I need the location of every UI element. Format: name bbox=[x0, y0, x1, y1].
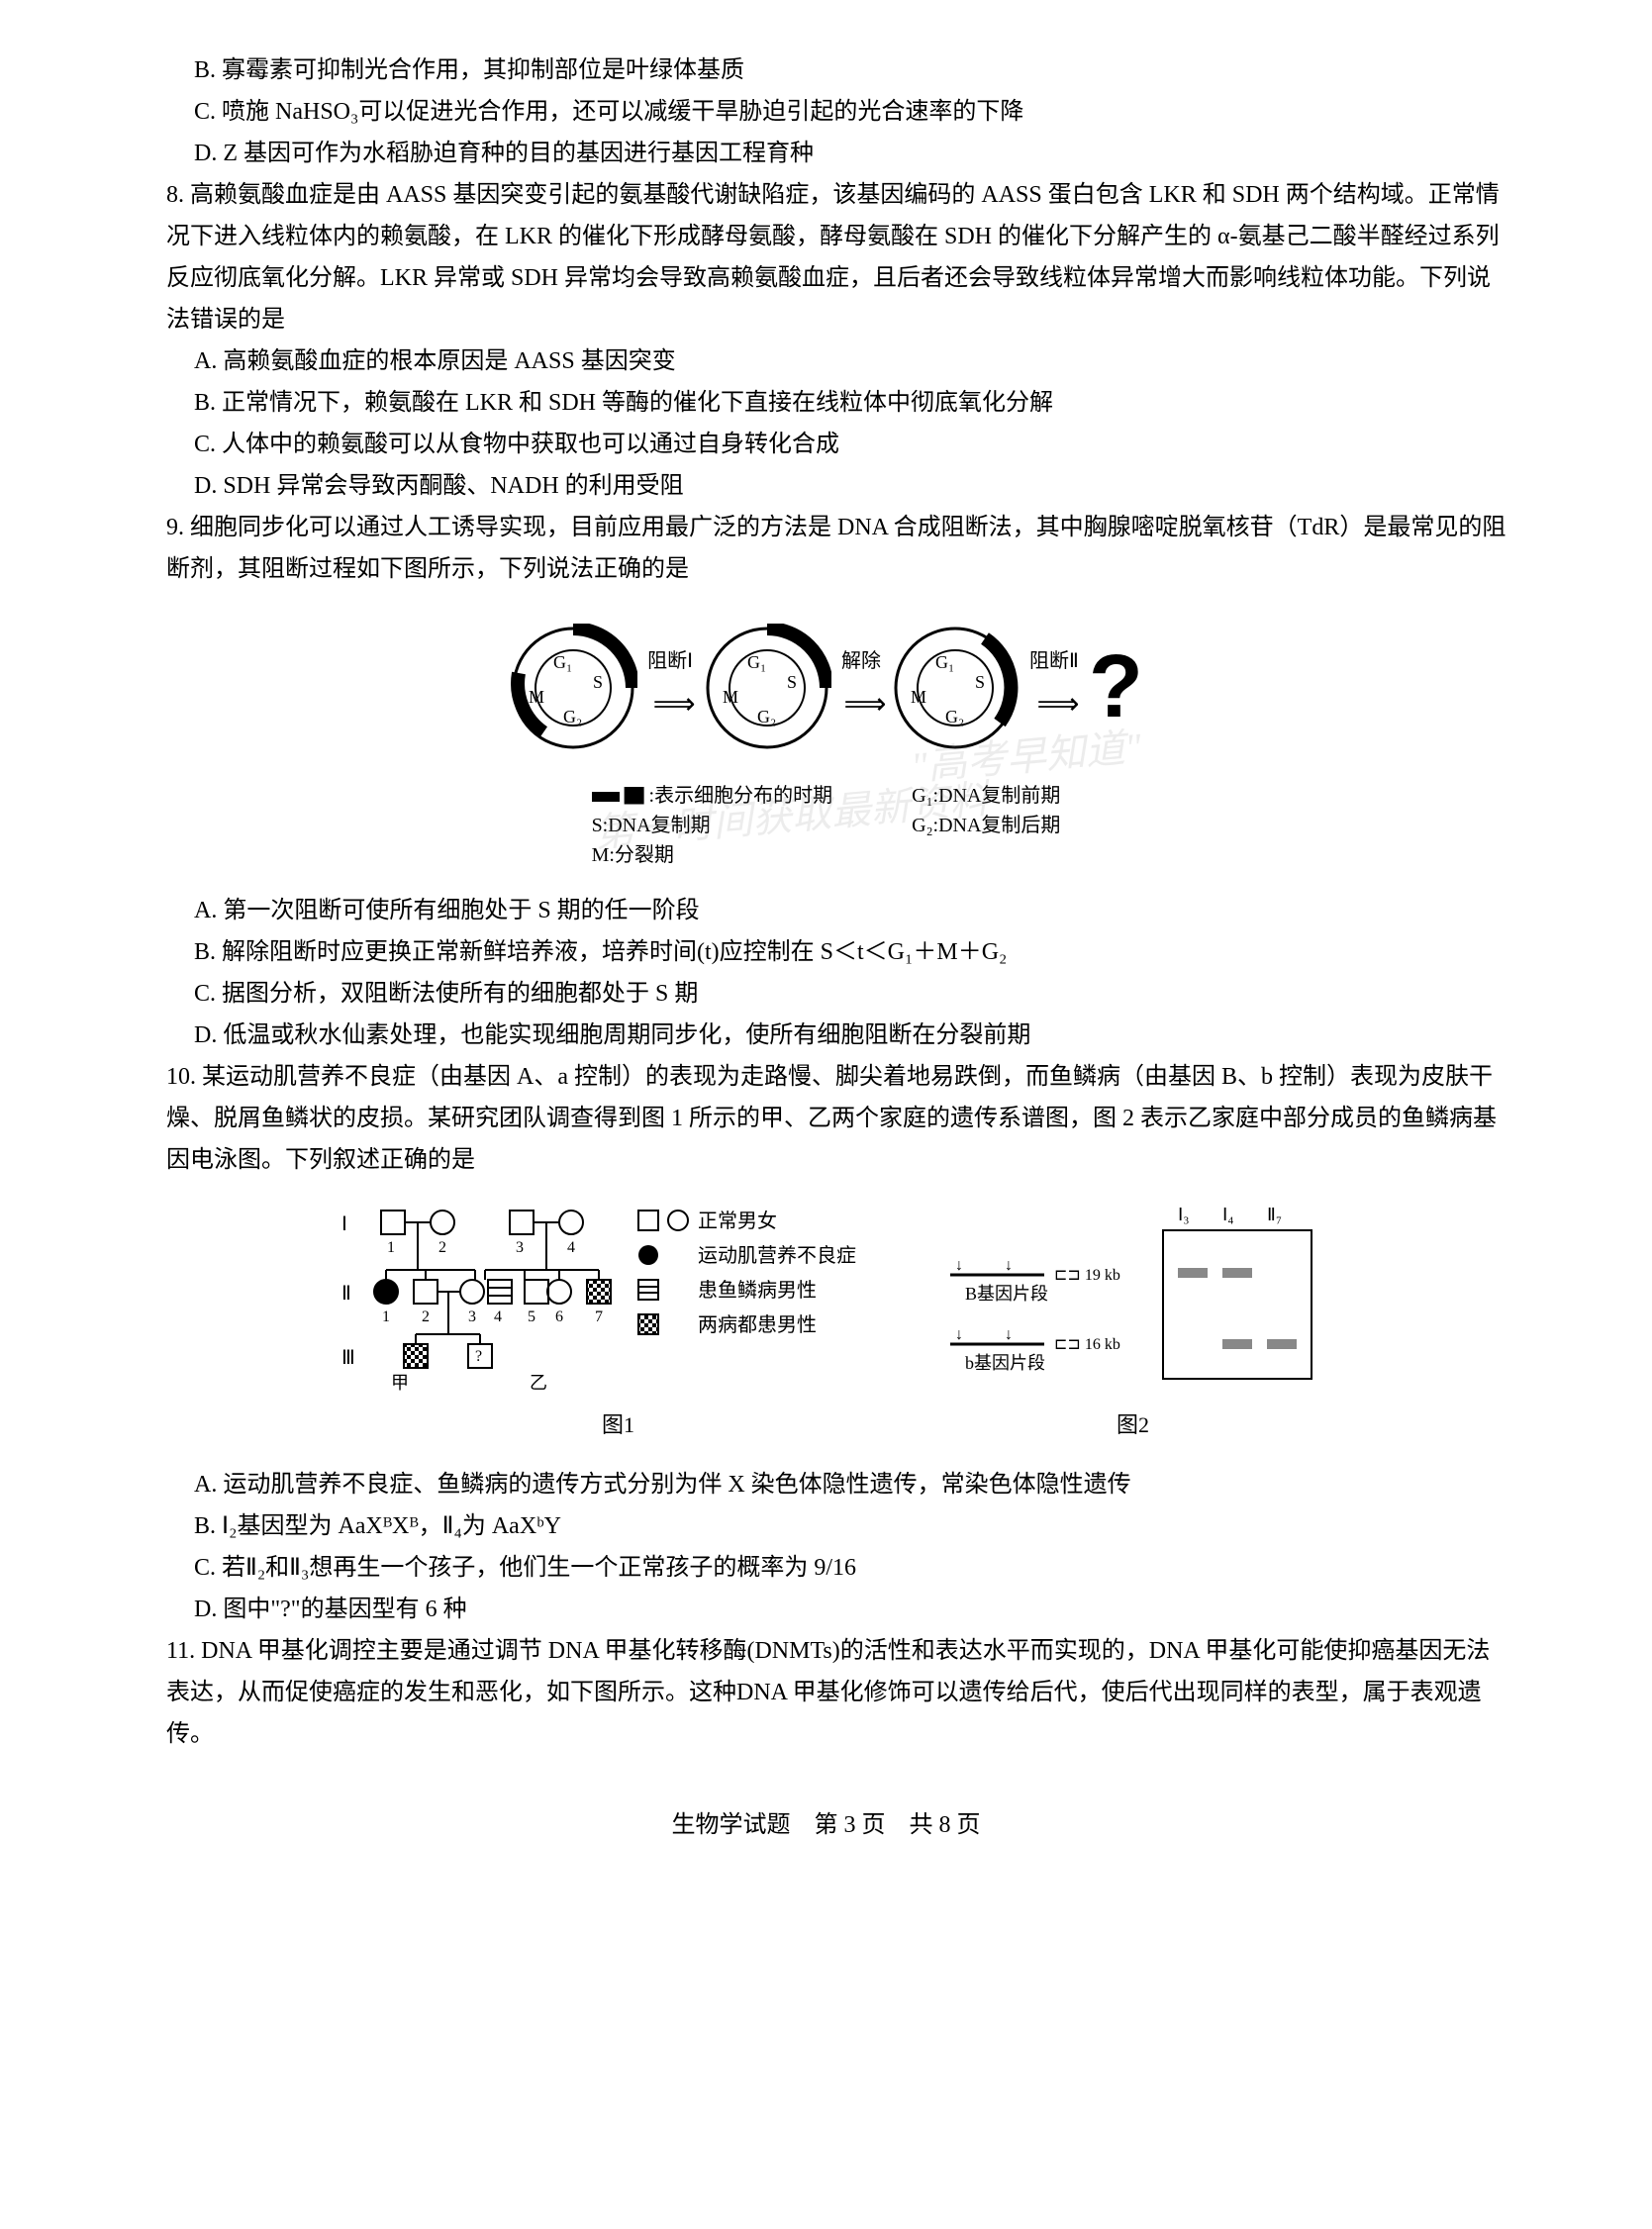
pedigree-diagram: Ⅰ 1 2 3 4 Ⅱ 1 bbox=[332, 1201, 906, 1399]
svg-text:G₁: G₁ bbox=[747, 652, 766, 672]
svg-text:↓: ↓ bbox=[1005, 1326, 1013, 1343]
q8-option-c: C. 人体中的赖氨酸可以从食物中获取也可以通过自身转化合成 bbox=[139, 424, 1513, 465]
svg-text:Ⅰ₃: Ⅰ₃ bbox=[1178, 1205, 1190, 1224]
svg-text:Ⅰ₄: Ⅰ₄ bbox=[1222, 1205, 1234, 1224]
q8-number: 8. bbox=[166, 182, 184, 208]
svg-text:1: 1 bbox=[382, 1308, 390, 1325]
q10-number: 10. bbox=[166, 1064, 196, 1090]
svg-text:甲: 甲 bbox=[391, 1373, 409, 1393]
q8-text: 高赖氨酸血症是由 AASS 基因突变引起的氨基酸代谢缺陷症，该基因编码的 AAS… bbox=[166, 182, 1500, 333]
svg-text:↓: ↓ bbox=[955, 1326, 963, 1343]
q9-option-c: C. 据图分析，双阻断法使所有的细胞都处于 S 期 bbox=[139, 973, 1513, 1015]
svg-text:5: 5 bbox=[528, 1308, 535, 1325]
fig2-caption: 图2 bbox=[945, 1406, 1321, 1445]
svg-text:2: 2 bbox=[422, 1308, 430, 1325]
svg-text:3: 3 bbox=[516, 1239, 524, 1256]
fig1-caption: 图1 bbox=[332, 1406, 906, 1445]
arrow-block1: 阻断Ⅰ ⟹ bbox=[647, 644, 693, 731]
svg-text:b基因片段: b基因片段 bbox=[965, 1353, 1045, 1373]
q8-stem: 8. 高赖氨酸血症是由 AASS 基因突变引起的氨基酸代谢缺陷症，该基因编码的 … bbox=[139, 174, 1513, 340]
svg-text:⊏⊐ 16 kb: ⊏⊐ 16 kb bbox=[1054, 1336, 1120, 1353]
svg-text:Ⅲ: Ⅲ bbox=[341, 1347, 355, 1369]
q10-text: 某运动肌营养不良症（由基因 A、a 控制）的表现为走路慢、脚尖着地易跌倒，而鱼鳞… bbox=[166, 1064, 1497, 1173]
svg-text:4: 4 bbox=[494, 1308, 502, 1325]
q9-stem: 9. 细胞同步化可以通过人工诱导实现，目前应用最广泛的方法是 DNA 合成阻断法… bbox=[139, 507, 1513, 590]
svg-text:↓: ↓ bbox=[1005, 1257, 1013, 1274]
cell-cycle-2: G₁ S G₂ M bbox=[703, 624, 831, 752]
q10-option-a: A. 运动肌营养不良症、鱼鳞病的遗传方式分别为伴 X 染色体隐性遗传，常染色体隐… bbox=[139, 1464, 1513, 1505]
svg-text:G₂: G₂ bbox=[945, 707, 964, 727]
svg-text:运动肌营养不良症: 运动肌营养不良症 bbox=[698, 1244, 856, 1267]
q11-number: 11. bbox=[166, 1638, 195, 1664]
q11-text: DNA 甲基化调控主要是通过调节 DNA 甲基化转移酶(DNMTs)的活性和表达… bbox=[166, 1638, 1490, 1747]
svg-text:6: 6 bbox=[555, 1308, 563, 1325]
q10-stem: 10. 某运动肌营养不良症（由基因 A、a 控制）的表现为走路慢、脚尖着地易跌倒… bbox=[139, 1056, 1513, 1181]
svg-text:Ⅱ: Ⅱ bbox=[341, 1283, 351, 1305]
q9-number: 9. bbox=[166, 515, 184, 540]
svg-text:⊏⊐ 19 kb: ⊏⊐ 19 kb bbox=[1054, 1267, 1120, 1284]
q8-option-b: B. 正常情况下，赖氨酸在 LKR 和 SDH 等酶的催化下直接在线粒体中彻底氧… bbox=[139, 382, 1513, 424]
cell-cycle-3: G₁ S G₂ M bbox=[891, 624, 1020, 752]
q11-stem: 11. DNA 甲基化调控主要是通过调节 DNA 甲基化转移酶(DNMTs)的活… bbox=[139, 1630, 1513, 1755]
svg-text:正常男女: 正常男女 bbox=[698, 1210, 777, 1232]
arrow-release: 解除 ⟹ bbox=[841, 644, 881, 731]
svg-text:7: 7 bbox=[595, 1308, 603, 1325]
q9-text: 细胞同步化可以通过人工诱导实现，目前应用最广泛的方法是 DNA 合成阻断法，其中… bbox=[166, 515, 1506, 582]
q10-option-d: D. 图中"?"的基因型有 6 种 bbox=[139, 1589, 1513, 1630]
svg-text:Ⅱ₇: Ⅱ₇ bbox=[1267, 1205, 1282, 1224]
q10-figures: Ⅰ 1 2 3 4 Ⅱ 1 bbox=[139, 1201, 1513, 1445]
page-content: "高考早知道" 第一时间获取最新资料 B. 寡霉素可抑制光合作用，其抑制部位是叶… bbox=[139, 49, 1513, 1846]
q8-option-d: D. SDH 异常会导致丙酮酸、NADH 的利用受阻 bbox=[139, 465, 1513, 507]
svg-text:2: 2 bbox=[438, 1239, 446, 1256]
svg-text:G₂: G₂ bbox=[563, 707, 582, 727]
svg-text:?: ? bbox=[475, 1348, 482, 1365]
svg-text:Ⅰ: Ⅰ bbox=[341, 1213, 347, 1235]
q7-option-b: B. 寡霉素可抑制光合作用，其抑制部位是叶绿体基质 bbox=[139, 49, 1513, 91]
svg-text:G₂: G₂ bbox=[757, 707, 776, 727]
q9-option-d: D. 低温或秋水仙素处理，也能实现细胞周期同步化，使所有细胞阻断在分裂前期 bbox=[139, 1015, 1513, 1056]
svg-text:M: M bbox=[529, 687, 544, 707]
svg-text:S: S bbox=[975, 672, 985, 692]
svg-text:1: 1 bbox=[387, 1239, 395, 1256]
q8-option-a: A. 高赖氨酸血症的根本原因是 AASS 基因突变 bbox=[139, 340, 1513, 382]
q9-option-b: B. 解除阻断时应更换正常新鲜培养液，培养时间(t)应控制在 S＜t＜G₁＋M＋… bbox=[139, 931, 1513, 973]
svg-text:4: 4 bbox=[567, 1239, 575, 1256]
q7-option-d: D. Z 基因可作为水稻胁迫育种的目的基因进行基因工程育种 bbox=[139, 133, 1513, 174]
page-footer: 生物学试题 第 3 页 共 8 页 bbox=[139, 1804, 1513, 1846]
q10-option-b: B. Ⅰ₂基因型为 AaXᴮXᴮ，Ⅱ₄为 AaXᵇY bbox=[139, 1505, 1513, 1547]
q9-diagram: G₁ S G₂ M 阻断Ⅰ ⟹ G₁ S G₂ M 解除 ⟹ bbox=[139, 610, 1513, 870]
svg-text:G₁: G₁ bbox=[553, 652, 572, 672]
q9-legend: ▇ :表示细胞分布的时期 S:DNA复制期 M:分裂期 G₁:DNA复制前期 G… bbox=[139, 781, 1513, 870]
cell-cycle-1: G₁ S G₂ M bbox=[509, 624, 637, 752]
svg-text:B基因片段: B基因片段 bbox=[965, 1284, 1048, 1304]
q7-option-c: C. 喷施 NaHSO₃可以促进光合作用，还可以减缓干旱胁迫引起的光合速率的下降 bbox=[139, 91, 1513, 133]
q10-option-c: C. 若Ⅱ₂和Ⅱ₃想再生一个孩子，他们生一个正常孩子的概率为 9/16 bbox=[139, 1547, 1513, 1589]
svg-text:乙: 乙 bbox=[530, 1373, 547, 1393]
svg-text:M: M bbox=[723, 687, 738, 707]
svg-text:G₁: G₁ bbox=[935, 652, 954, 672]
svg-text:患鱼鳞病男性: 患鱼鳞病男性 bbox=[698, 1279, 817, 1302]
svg-text:↓: ↓ bbox=[955, 1257, 963, 1274]
question-mark-icon: ? bbox=[1089, 610, 1143, 766]
q9-option-a: A. 第一次阻断可使所有细胞处于 S 期的任一阶段 bbox=[139, 890, 1513, 931]
svg-text:S: S bbox=[787, 672, 797, 692]
svg-text:3: 3 bbox=[468, 1308, 476, 1325]
arrow-block2: 阻断Ⅱ ⟹ bbox=[1029, 644, 1079, 731]
svg-text:两病都患男性: 两病都患男性 bbox=[698, 1313, 817, 1336]
svg-text:M: M bbox=[911, 687, 926, 707]
svg-text:S: S bbox=[593, 672, 603, 692]
gel-diagram: Ⅰ₃ Ⅰ₄ Ⅱ₇ ↓ ↓ ⊏⊐ 19 kb B基因片段 ↓ ↓ ⊏⊐ 16 kb… bbox=[945, 1201, 1321, 1399]
